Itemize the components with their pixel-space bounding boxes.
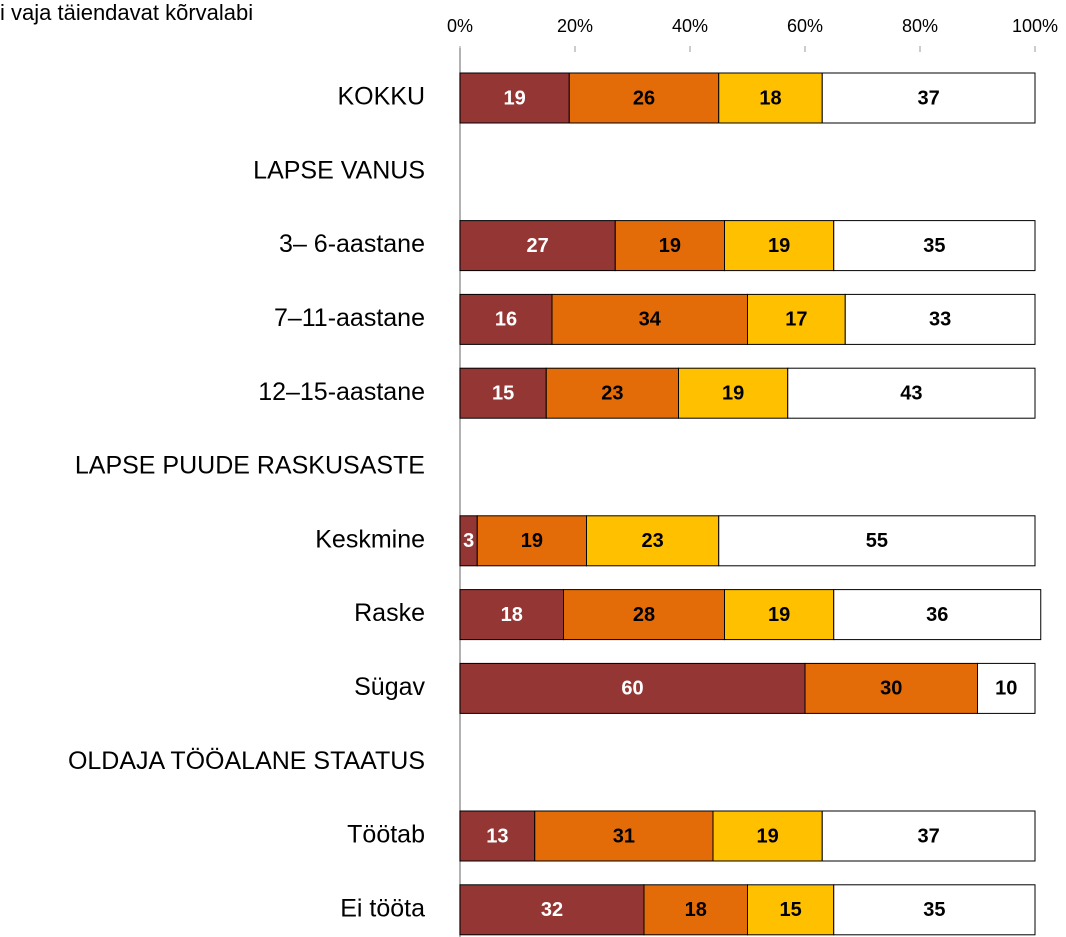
value-label: 19: [504, 87, 526, 109]
value-label: 37: [918, 87, 940, 109]
value-label: 55: [866, 530, 888, 552]
category-label: Töötab: [347, 821, 425, 849]
category-label: 7–11-aastane: [274, 304, 425, 332]
value-label: 26: [633, 87, 655, 109]
bar-segment: [833, 884, 1036, 936]
category-label: 3– 6-aastane: [279, 230, 425, 258]
bar-segment: [459, 72, 570, 124]
x-tick-label: 100%: [1012, 16, 1058, 36]
value-label: 19: [659, 235, 681, 257]
x-tick-label: 80%: [902, 16, 938, 36]
category-label: LAPSE VANUS: [253, 156, 425, 184]
value-label: 15: [492, 382, 514, 404]
category-label: KOKKU: [337, 83, 425, 111]
bar-segment: [844, 293, 1036, 345]
x-tick-label: 0%: [447, 16, 473, 36]
value-label: 18: [501, 604, 523, 626]
bar-segment: [787, 367, 1036, 419]
bar-segment: [718, 72, 823, 124]
bar-segment: [459, 662, 806, 714]
value-label: 18: [685, 899, 707, 921]
value-label: 23: [601, 382, 623, 404]
bar-segment: [747, 293, 846, 345]
category-label: OLDAJA TÖÖALANE STAATUS: [68, 747, 425, 775]
value-label: 37: [918, 825, 940, 847]
value-label: 19: [757, 825, 779, 847]
value-label: 27: [527, 235, 549, 257]
value-label: 17: [785, 309, 807, 331]
bar-segment: [563, 589, 725, 641]
value-label: 19: [768, 235, 790, 257]
bar-segment: [678, 367, 789, 419]
value-label: 31: [613, 825, 635, 847]
bar-segment: [747, 884, 835, 936]
bar-segment: [614, 220, 725, 272]
value-label: 3: [463, 530, 474, 552]
value-label: 30: [880, 678, 902, 700]
bar-segment: [534, 810, 714, 862]
category-label: 12–15-aastane: [258, 378, 425, 406]
legend-entry: i vaja täiendavat kõrvalabi: [0, 0, 253, 25]
category-label: Sügav: [354, 673, 425, 701]
x-tick-label: 60%: [787, 16, 823, 36]
value-label: 10: [995, 678, 1017, 700]
bar-segment: [586, 515, 720, 567]
value-label: 15: [780, 899, 802, 921]
category-label: Ei tööta: [340, 894, 425, 922]
bar-segment: [821, 72, 1036, 124]
bar-segment: [459, 220, 616, 272]
value-label: 32: [541, 899, 563, 921]
value-label: 60: [621, 678, 643, 700]
value-label: 33: [929, 309, 951, 331]
bar-segment: [459, 589, 564, 641]
bar-segment: [459, 293, 553, 345]
bar-segment: [833, 220, 1036, 272]
category-label: Keskmine: [315, 525, 425, 553]
x-tick-label: 20%: [557, 16, 593, 36]
bar-segment: [712, 810, 823, 862]
value-label: 19: [521, 530, 543, 552]
bar-segment: [568, 72, 720, 124]
bar-segment: [821, 810, 1036, 862]
x-tick-label: 40%: [672, 16, 708, 36]
value-label: 19: [722, 382, 744, 404]
bar-segment: [977, 662, 1036, 714]
value-label: 28: [633, 604, 655, 626]
bar-segment: [804, 662, 978, 714]
bar-segment: [833, 589, 1042, 641]
value-label: 16: [495, 309, 517, 331]
value-label: 18: [759, 87, 781, 109]
value-label: 35: [923, 235, 945, 257]
value-label: 23: [642, 530, 664, 552]
category-label: Raske: [354, 599, 425, 627]
value-label: 13: [486, 825, 508, 847]
bar-segment: [476, 515, 587, 567]
value-label: 19: [768, 604, 790, 626]
value-label: 35: [923, 899, 945, 921]
bar-segment: [459, 367, 547, 419]
bar-segment: [718, 515, 1036, 567]
bar-segment: [545, 367, 679, 419]
category-label: LAPSE PUUDE RASKUSASTE: [75, 452, 425, 480]
bar-segment: [459, 810, 536, 862]
value-label: 36: [926, 604, 948, 626]
value-label: 43: [900, 382, 922, 404]
value-label: 34: [639, 309, 662, 331]
